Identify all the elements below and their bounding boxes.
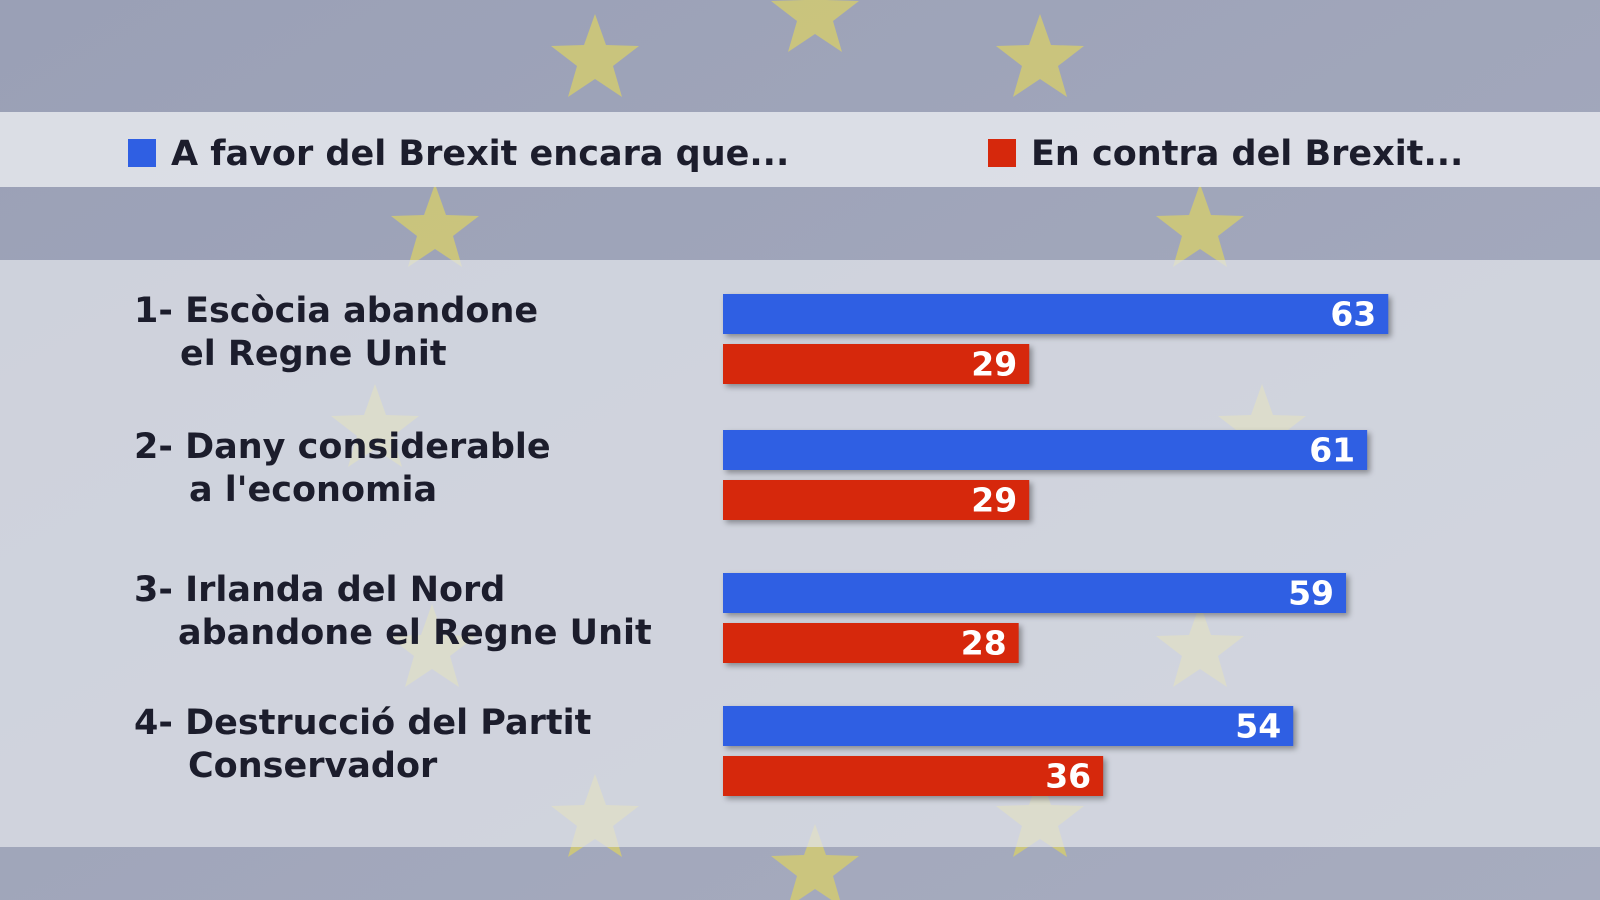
bar bbox=[723, 294, 1389, 334]
category-label: Conservador bbox=[188, 746, 438, 786]
value-label: 63 bbox=[1330, 295, 1376, 334]
category-label: a l'economia bbox=[189, 470, 437, 510]
category-label: 1- Escòcia abandone bbox=[134, 291, 538, 331]
category-label: 4- Destrucció del Partit bbox=[134, 703, 591, 743]
legend: A favor del Brexit encara que... En contr… bbox=[128, 134, 1463, 174]
value-label: 54 bbox=[1235, 707, 1281, 746]
category-label: 3- Irlanda del Nord bbox=[134, 570, 505, 610]
bar bbox=[723, 480, 1030, 520]
category-label: el Regne Unit bbox=[180, 334, 447, 374]
bar bbox=[723, 344, 1030, 384]
legend-band bbox=[0, 112, 1600, 187]
value-label: 36 bbox=[1045, 757, 1091, 796]
legend-label: En contra del Brexit... bbox=[1031, 134, 1463, 174]
legend-swatch bbox=[128, 139, 156, 167]
legend-swatch bbox=[988, 139, 1016, 167]
bar bbox=[723, 706, 1294, 746]
value-label: 29 bbox=[971, 481, 1017, 520]
value-label: 59 bbox=[1288, 574, 1334, 613]
bar bbox=[723, 623, 1019, 663]
bar bbox=[723, 573, 1347, 613]
bar bbox=[723, 756, 1104, 796]
category-label: 2- Dany considerable bbox=[134, 427, 551, 467]
category-label: abandone el Regne Unit bbox=[178, 613, 652, 653]
bar bbox=[723, 430, 1368, 470]
legend-label: A favor del Brexit encara que... bbox=[171, 134, 789, 174]
value-label: 61 bbox=[1309, 431, 1355, 470]
value-label: 29 bbox=[971, 345, 1017, 384]
value-label: 28 bbox=[961, 624, 1007, 663]
